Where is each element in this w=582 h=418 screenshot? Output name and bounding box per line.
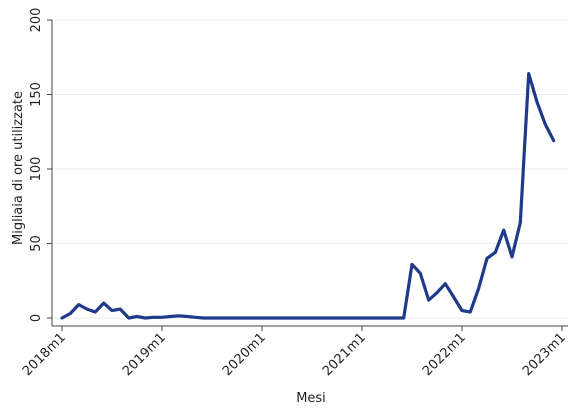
y-tick-label-0: 0 xyxy=(29,314,44,322)
x-tick-label-0: 2018m1 xyxy=(20,330,69,379)
x-tick-label-5: 2023m1 xyxy=(520,330,569,379)
x-tick-label-3: 2021m1 xyxy=(320,330,369,379)
x-axis-ticks: 2018m1 2019m1 2020m1 2021m1 2022m1 2023m1 xyxy=(20,326,569,379)
x-tick-label-2: 2020m1 xyxy=(220,330,269,379)
y-tick-label-2: 100 xyxy=(29,157,44,182)
y-tick-label-1: 50 xyxy=(29,235,44,252)
x-tick-label-4: 2022m1 xyxy=(420,330,469,379)
y-tick-label-3: 150 xyxy=(29,82,44,107)
axes xyxy=(51,20,568,327)
y-axis-label: Migliaia di ore utilizzate xyxy=(11,91,26,245)
series-group xyxy=(60,71,556,320)
x-tick-label-1: 2019m1 xyxy=(120,330,169,379)
x-axis-label: Mesi xyxy=(296,391,326,406)
series-line-0 xyxy=(60,71,556,320)
grid-lines xyxy=(52,19,568,319)
y-tick-label-4: 200 xyxy=(29,8,44,33)
y-axis-ticks: 0 50 100 150 200 xyxy=(29,8,52,322)
